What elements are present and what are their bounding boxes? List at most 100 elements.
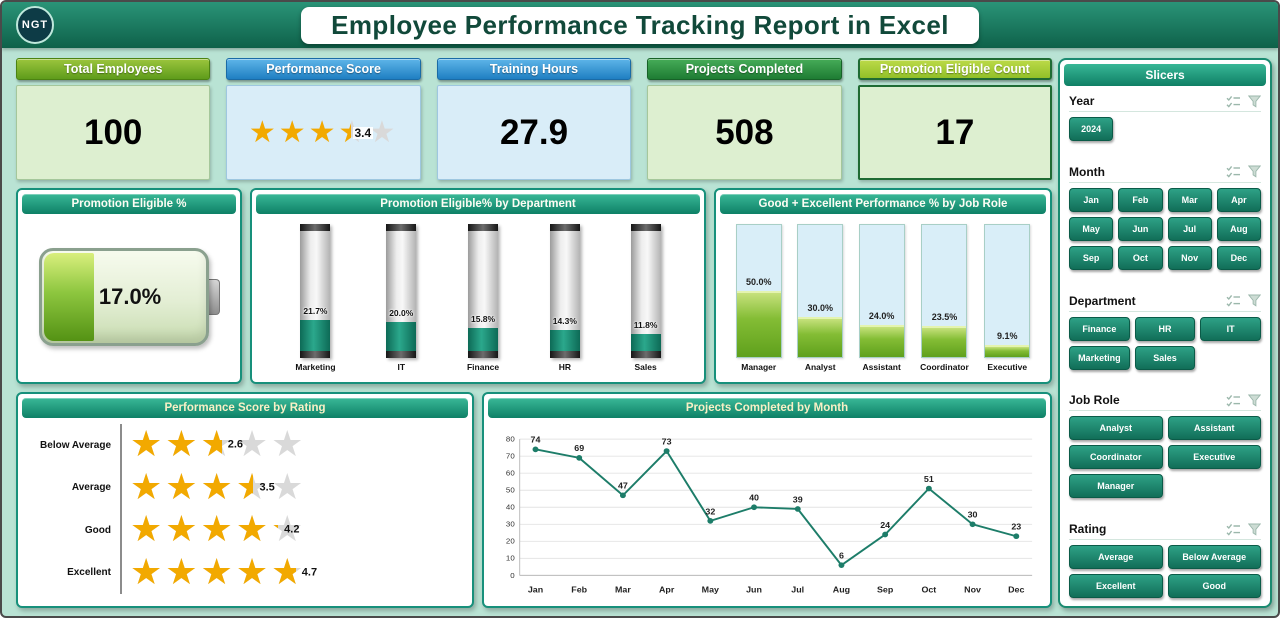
multiselect-icon[interactable]: [1226, 394, 1241, 407]
jobrole-bar: 30.0%: [797, 224, 844, 358]
rating-value-label: 2.6: [227, 438, 243, 451]
bottom-row: Performance Score by Rating Below Averag…: [16, 392, 1052, 608]
slicer-job-role-coordinator[interactable]: Coordinator: [1069, 445, 1163, 470]
jobrole-bar-fill: [736, 291, 781, 357]
stars-filled: ★★★★★: [130, 512, 278, 549]
battery-bar: 21.7%: [300, 224, 331, 358]
star-rating: ★★★★★ ★★★★★ 4.7: [130, 554, 317, 591]
slicer-rating-excellent[interactable]: Excellent: [1069, 574, 1163, 598]
slicer-month-jun[interactable]: Jun: [1118, 216, 1163, 241]
kpi-value: 17: [935, 112, 975, 152]
slicer-month-oct[interactable]: Oct: [1118, 245, 1163, 270]
slicer-year-2024[interactable]: 2024: [1069, 117, 1114, 141]
slicer-job-role-assistant[interactable]: Assistant: [1167, 416, 1261, 441]
battery-fill: [43, 253, 94, 341]
multiselect-icon[interactable]: [1226, 523, 1241, 536]
clear-filter-icon[interactable]: [1248, 95, 1261, 108]
rating-value-label: 4.2: [284, 523, 300, 536]
panel-dept-chart: Promotion Eligible% by Department 21.7% M…: [250, 188, 706, 384]
multiselect-icon[interactable]: [1226, 294, 1241, 307]
slicer-section-month: Month Jan Feb Mar Apr May Jun Jul Aug Sep Oct Nov De…: [1069, 163, 1261, 270]
svg-text:80: 80: [506, 435, 515, 444]
slicer-section-rating: Rating Average Below Average Excellent Good: [1069, 520, 1261, 598]
category-label: Sales: [634, 362, 657, 372]
multiselect-icon[interactable]: [1226, 165, 1241, 178]
battery-cap-top: [549, 224, 580, 231]
svg-text:30: 30: [968, 510, 978, 520]
stars-filled: ★★★★★: [130, 554, 296, 591]
slicer-label: Job Role: [1069, 393, 1120, 408]
slicer-department-it[interactable]: IT: [1200, 316, 1261, 341]
slicer-rating-average[interactable]: Average: [1069, 545, 1163, 569]
slicer-month-nov[interactable]: Nov: [1167, 245, 1212, 270]
svg-text:Feb: Feb: [571, 585, 587, 595]
kpi-header: Projects Completed: [647, 58, 842, 80]
svg-text:Oct: Oct: [921, 585, 936, 595]
panel-title: Promotion Eligible %: [22, 194, 236, 214]
slicer-month-feb[interactable]: Feb: [1118, 187, 1163, 212]
svg-text:Jun: Jun: [746, 585, 762, 595]
battery-bar: 14.3%: [549, 224, 580, 358]
jobrole-bar-fill: [922, 325, 967, 357]
kpi-value: 27.9: [499, 112, 569, 152]
battery-cap-bottom: [549, 351, 580, 358]
kpi-performance-score: Performance Score ★★★★★★★★★★3.4: [226, 58, 421, 180]
slicer-month-jul[interactable]: Jul: [1167, 216, 1212, 241]
battery-cap-bottom: [386, 351, 417, 358]
category-label: Assistant: [862, 362, 901, 372]
bar-value-label: 50.0%: [745, 277, 772, 287]
svg-text:Apr: Apr: [659, 585, 675, 595]
clear-filter-icon[interactable]: [1248, 165, 1261, 178]
clear-filter-icon[interactable]: [1248, 394, 1261, 407]
star-rating: ★★★★★★★★★★2.6: [130, 427, 306, 463]
kpi-value: 508: [715, 112, 774, 152]
kpi-label: Total Employees: [63, 62, 163, 76]
svg-text:0: 0: [510, 571, 514, 580]
clear-filter-icon[interactable]: [1248, 523, 1261, 536]
battery-bar-body: 15.8%: [468, 231, 499, 351]
slicer-month-mar[interactable]: Mar: [1167, 187, 1212, 212]
slicer-month-sep[interactable]: Sep: [1069, 245, 1114, 270]
slicer-month-jan[interactable]: Jan: [1069, 187, 1114, 212]
slicer-month-apr[interactable]: Apr: [1216, 187, 1261, 212]
slicer-section-department: Department Finance HR IT Marketing Sales: [1069, 292, 1261, 370]
dept-bars: 21.7% Marketing 20.0% IT 15.8% Finance 14.3% HR…: [270, 224, 686, 374]
jobrole-bar-item: 30.0% Analyst: [797, 224, 844, 374]
panel-promotion-eligible-pct: Promotion Eligible % 17.0%: [16, 188, 242, 384]
slicer-job-role-executive[interactable]: Executive: [1167, 445, 1261, 470]
clear-filter-icon[interactable]: [1248, 294, 1261, 307]
slicer-rating-good[interactable]: Good: [1167, 574, 1261, 598]
kpi-label: Promotion Eligible Count: [879, 62, 1030, 76]
kpi-training-hours: Training Hours 27.9: [436, 58, 632, 180]
company-logo: NGT: [16, 6, 54, 44]
panel-body: Below Average ★★★★★ ★★★★★ 2.6 Average ★★★★★ ★★…: [22, 420, 468, 602]
battery-bar-fill: [549, 330, 580, 351]
stars-empty: ★★★★★: [130, 466, 307, 508]
kpi-value: 100: [84, 112, 143, 152]
rating-row: Below Average★★★★★★★★★★2.6: [28, 424, 460, 467]
slicers-panel: Slicers Year 2024 Month Jan Feb Mar Apr May Jun J…: [1058, 58, 1272, 608]
jobrole-bar: 50.0%: [735, 224, 782, 358]
slicer-department-sales[interactable]: Sales: [1134, 345, 1196, 370]
panel-rating-chart: Performance Score by Rating Below Averag…: [16, 392, 474, 608]
battery-bar: 11.8%: [630, 224, 661, 358]
slicer-department-finance[interactable]: Finance: [1069, 316, 1130, 341]
kpi-label: Performance Score: [266, 62, 381, 76]
panel-body: 21.7% Marketing 20.0% IT 15.8% Finance 14.3% HR…: [256, 216, 700, 378]
svg-text:6: 6: [839, 551, 844, 561]
slicer-job-role-analyst[interactable]: Analyst: [1069, 416, 1163, 441]
slicer-month-aug[interactable]: Aug: [1216, 216, 1261, 241]
rating-stars-zone: ★★★★★ ★★★★★ 4.7: [120, 551, 460, 594]
slicer-department-hr[interactable]: HR: [1134, 316, 1196, 341]
slicer-month-dec[interactable]: Dec: [1216, 245, 1261, 270]
slicer-section-job-role: Job Role Analyst Assistant Coordinator Execu…: [1069, 391, 1261, 499]
multiselect-icon[interactable]: [1226, 95, 1241, 108]
rating-category-label: Excellent: [67, 567, 111, 579]
slicer-month-may[interactable]: May: [1069, 216, 1114, 241]
slicer-department-marketing[interactable]: Marketing: [1069, 345, 1130, 370]
slicer-job-role-manager[interactable]: Manager: [1069, 474, 1163, 499]
battery-cap-top: [300, 224, 331, 231]
jobrole-bar: 9.1%: [984, 224, 1031, 358]
slicer-rating-below-average[interactable]: Below Average: [1167, 545, 1261, 569]
slicer-icons: [1226, 394, 1261, 407]
